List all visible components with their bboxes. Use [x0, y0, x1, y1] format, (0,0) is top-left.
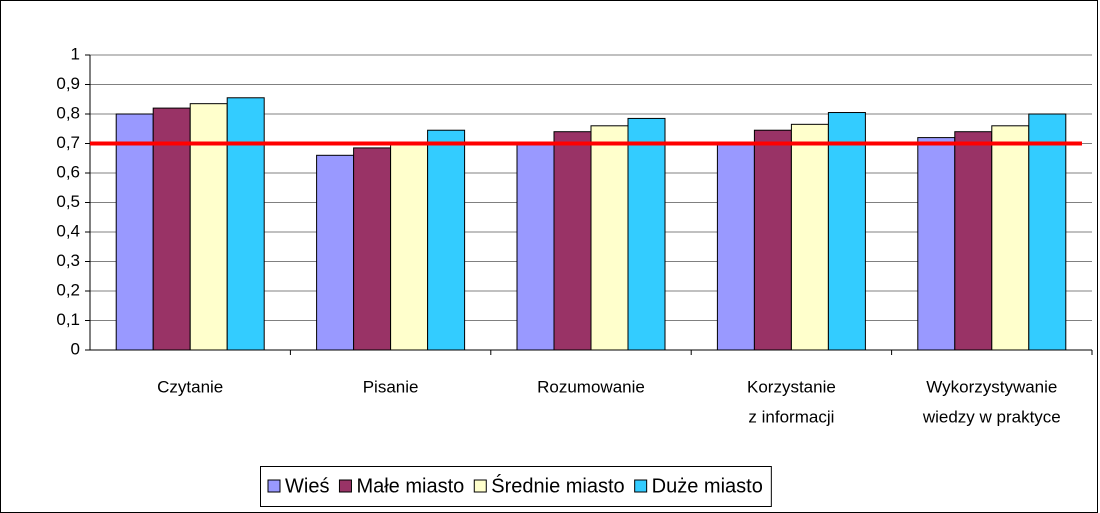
y-tick-label: 0,2 — [56, 280, 80, 299]
y-tick-label: 0,8 — [56, 103, 80, 122]
bar — [991, 125, 1030, 351]
y-tick-label: 0,4 — [56, 221, 80, 240]
legend-swatch — [267, 479, 281, 493]
x-tick-label: z informacji — [748, 407, 834, 426]
bar — [427, 129, 466, 351]
y-tick-label: 0,1 — [56, 310, 80, 329]
x-tick-label: wiedzy w praktyce — [922, 407, 1061, 426]
y-tick-label: 0 — [71, 339, 80, 358]
legend-swatch — [338, 479, 352, 493]
y-tick-label: 0,7 — [56, 133, 80, 152]
x-tick-label: Korzystanie — [747, 377, 836, 396]
y-tick-label: 0,5 — [56, 192, 80, 211]
legend-swatch — [634, 479, 648, 493]
bar — [553, 131, 592, 351]
bar — [390, 143, 429, 351]
bar — [189, 103, 228, 351]
bar — [954, 131, 993, 351]
legend-label: Średnie miasto — [491, 473, 624, 497]
bar — [790, 123, 829, 351]
x-tick-label: Wykorzystywanie — [926, 377, 1057, 396]
y-tick-label: 0,9 — [56, 74, 80, 93]
y-tick-label: 1 — [71, 44, 80, 63]
legend-label: Duże miasto — [652, 475, 763, 497]
y-tick-label: 0,3 — [56, 251, 80, 270]
bar — [716, 143, 755, 351]
bar — [1028, 113, 1067, 351]
bar — [753, 129, 792, 351]
bar — [827, 112, 866, 351]
legend-swatch — [473, 479, 487, 493]
bar — [226, 97, 265, 351]
bar — [590, 125, 629, 351]
legend-label: Wieś — [285, 475, 329, 497]
x-tick-label: Rozumowanie — [537, 377, 645, 396]
bar — [627, 117, 666, 351]
legend-label: Małe miasto — [356, 475, 464, 497]
legend: Wieś Małe miasto Średnie miasto Duże miasto — [260, 466, 772, 507]
bar — [516, 143, 555, 351]
x-tick-label: Pisanie — [363, 377, 419, 396]
bar — [353, 147, 392, 351]
bar — [115, 113, 154, 351]
bar — [917, 137, 956, 351]
bar — [152, 107, 191, 351]
y-tick-label: 0,6 — [56, 162, 80, 181]
bar — [316, 154, 355, 351]
x-tick-label: Czytanie — [157, 377, 223, 396]
